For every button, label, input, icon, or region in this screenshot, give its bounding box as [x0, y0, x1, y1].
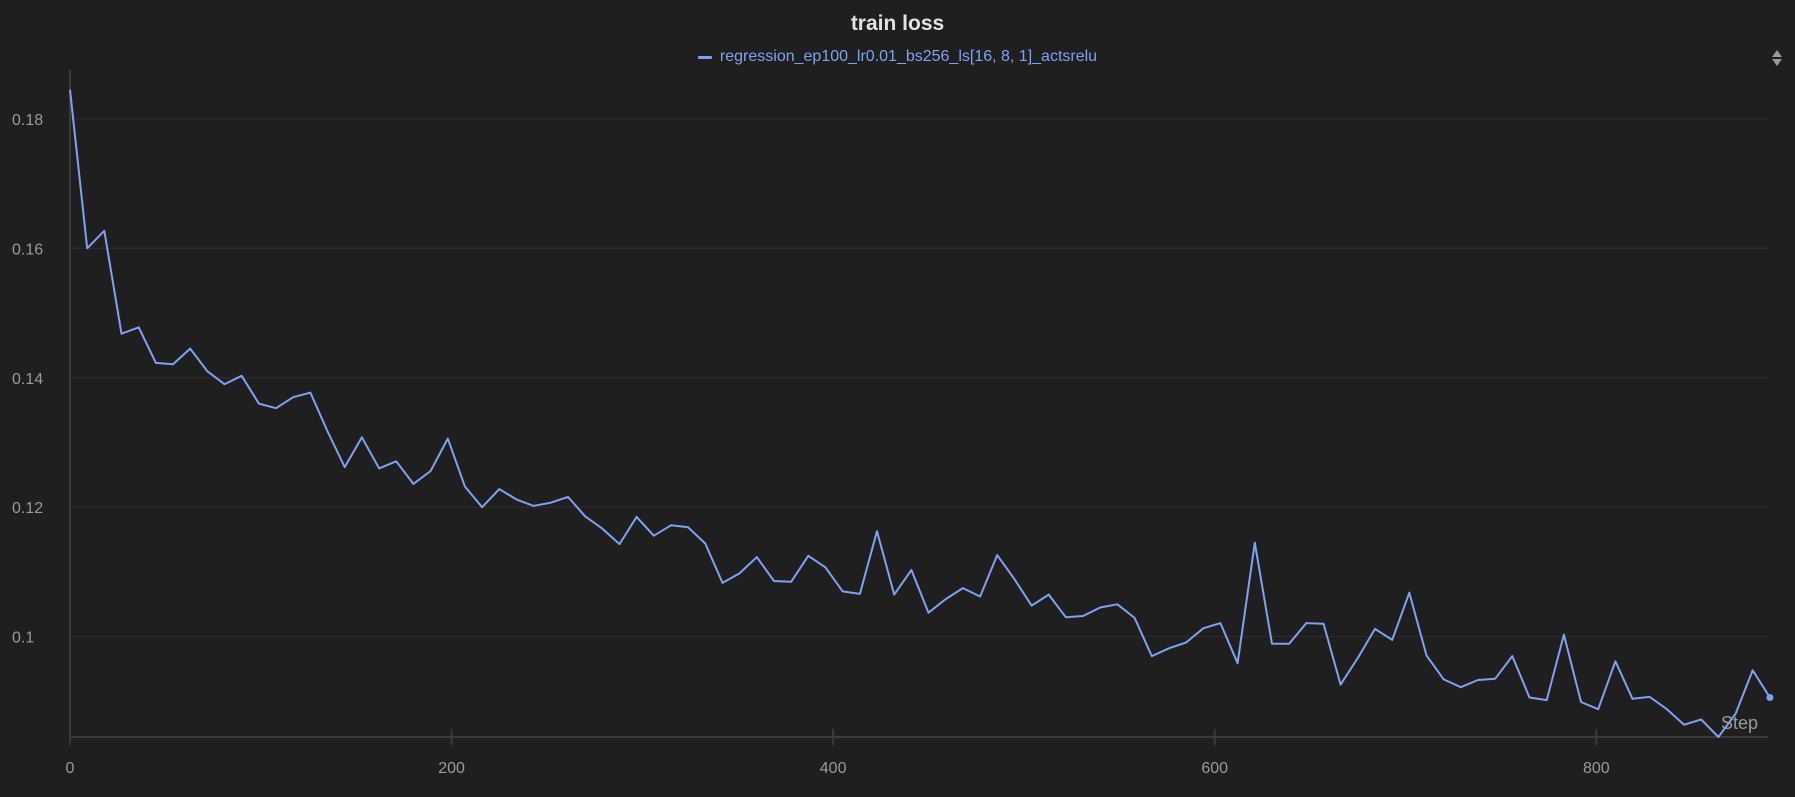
x-tick-label: 0: [66, 760, 75, 777]
y-tick-label: 0.16: [12, 241, 43, 258]
x-axis-label: Step: [1721, 713, 1758, 733]
series-line[interactable]: [69, 89, 1771, 738]
series-last-point[interactable]: [1766, 694, 1774, 702]
y-tick-label: 0.14: [12, 371, 43, 388]
chart-title: train loss: [850, 12, 945, 35]
x-tick-label: 400: [820, 760, 847, 777]
x-tick-label: 200: [438, 760, 465, 777]
legend-swatch: [697, 55, 712, 59]
y-tick-label: 0.12: [12, 500, 43, 517]
y-tick-label: 0.1: [12, 630, 34, 647]
legend-label: regression_ep100_lr0.01_bs256_ls[16, 8, …: [719, 48, 1098, 65]
sort-icon[interactable]: [1770, 48, 1784, 68]
x-tick-label: 800: [1583, 760, 1610, 777]
legend[interactable]: regression_ep100_lr0.01_bs256_ls[16, 8, …: [0, 48, 1795, 66]
y-tick-label: 0.18: [12, 112, 43, 129]
x-tick-label: 600: [1201, 760, 1228, 777]
